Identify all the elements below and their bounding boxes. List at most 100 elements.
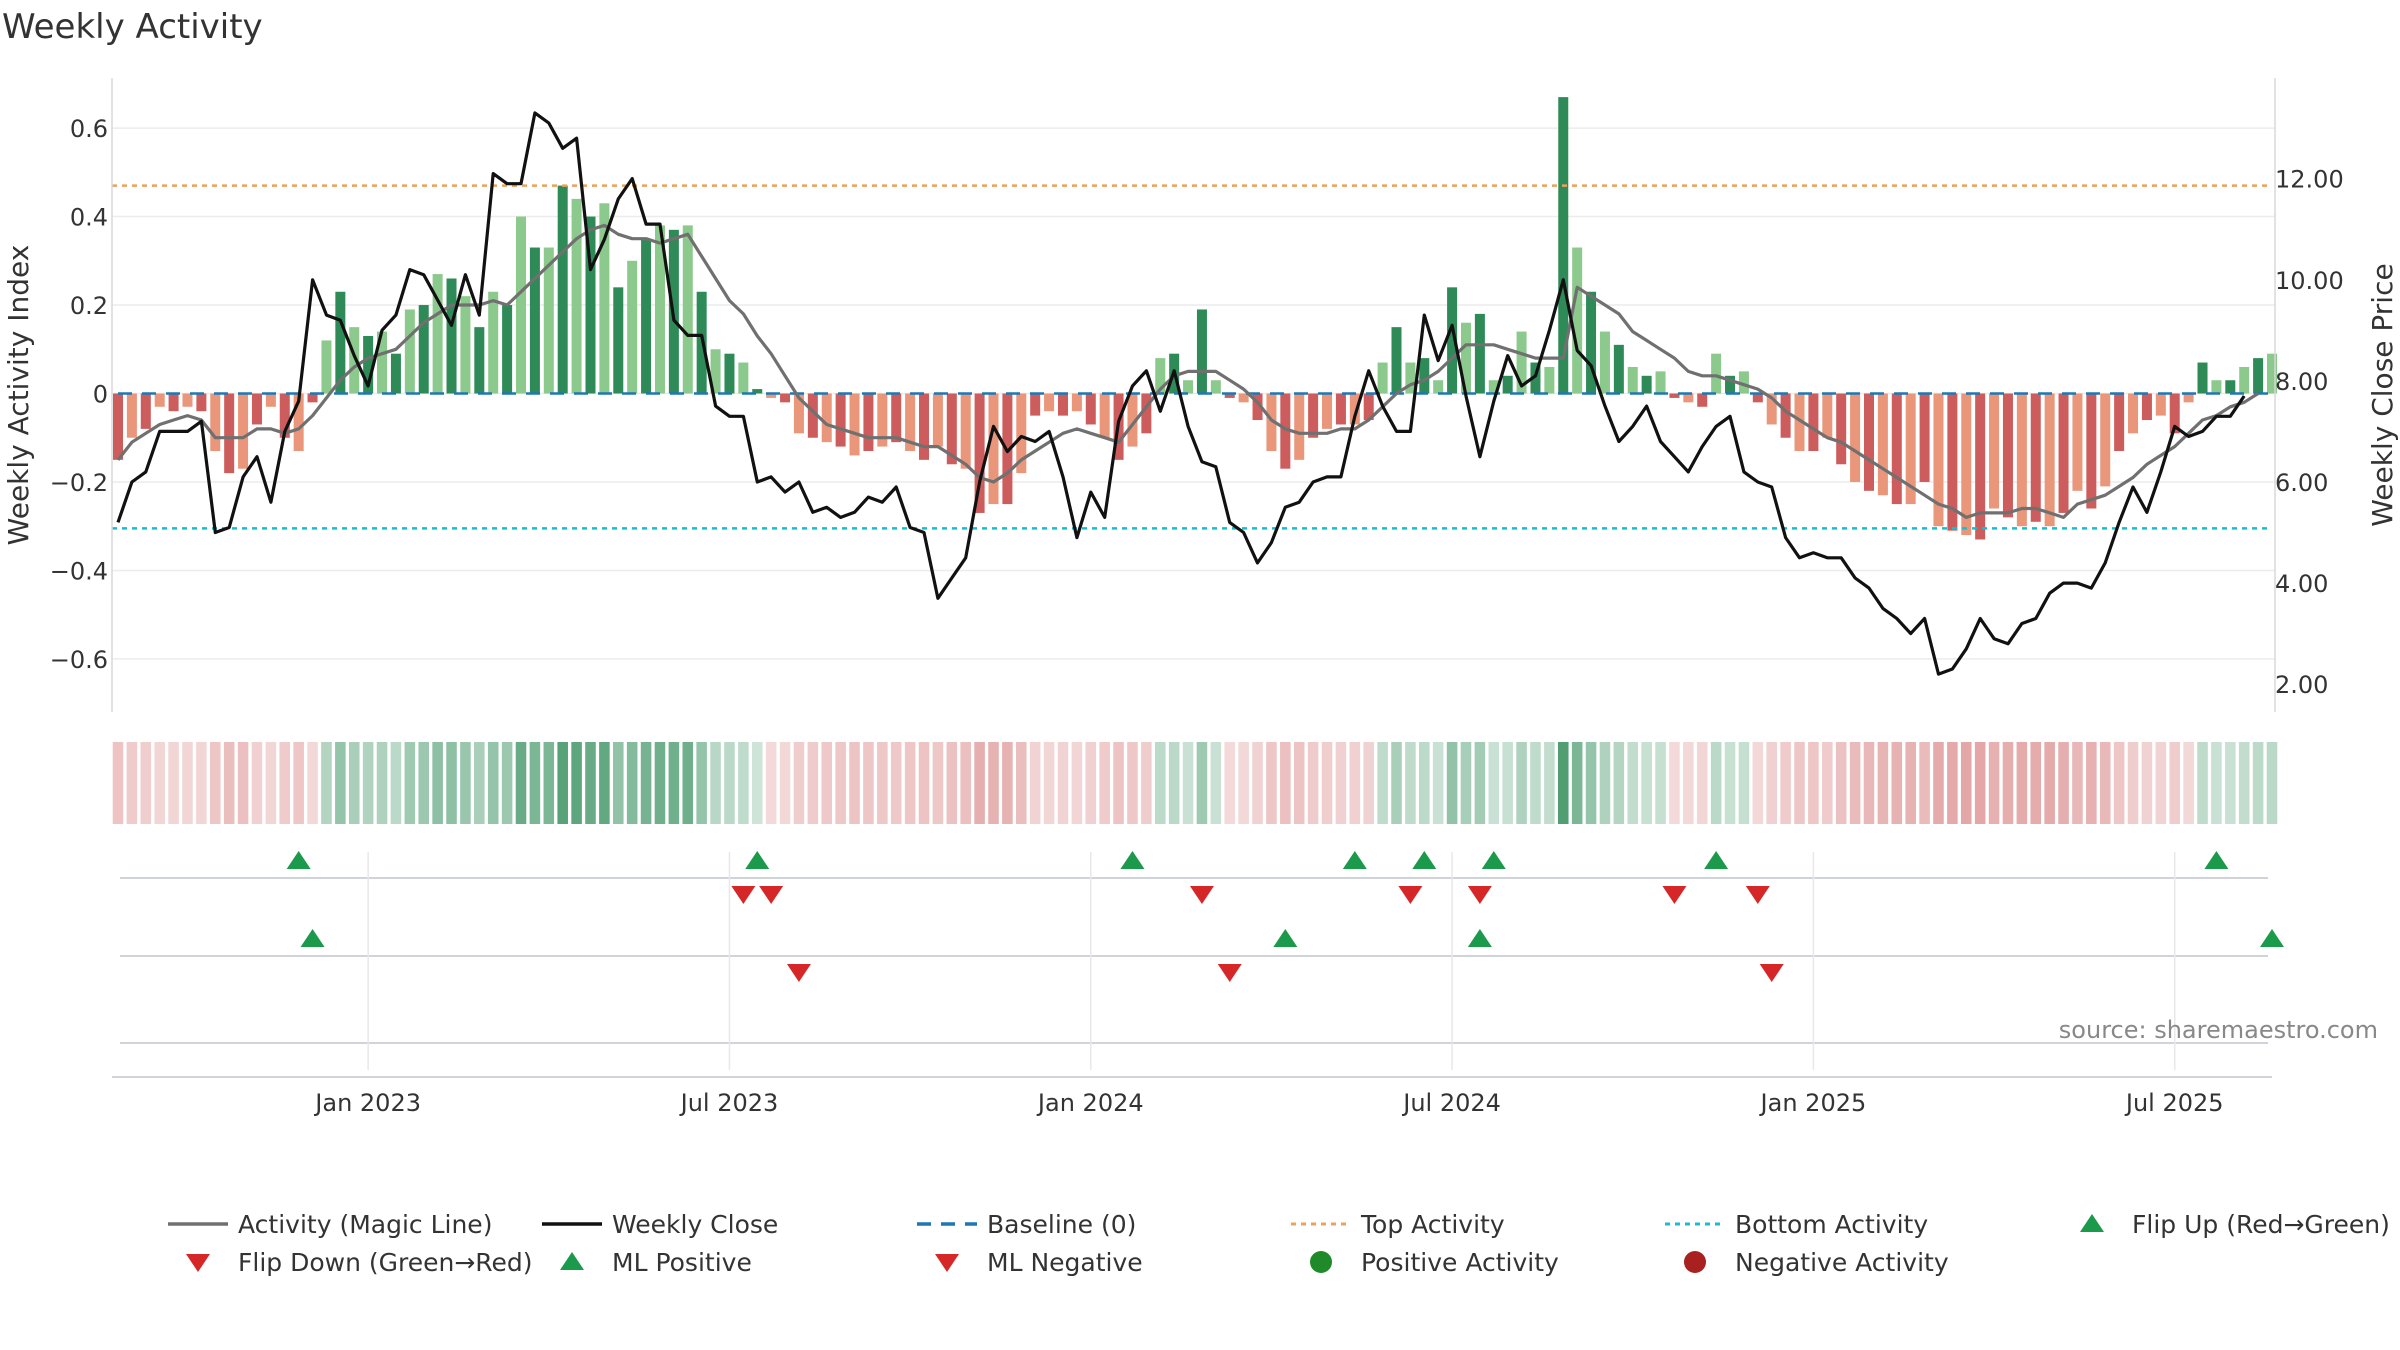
heat-cell [112,742,124,824]
heat-cell [2044,742,2055,824]
y-axis-label: Weekly Activity Index [2,245,35,546]
activity-bar [251,393,262,425]
activity-bar [1836,393,1847,465]
heat-cell [2099,742,2111,824]
legend-item: ML Positive [560,1248,752,1277]
heat-cell [2141,742,2153,824]
activity-bar [1127,393,1138,447]
activity-bar [293,393,304,452]
heat-cell [1557,742,1569,824]
ml-negative-marker [786,964,811,982]
flip-down-marker [731,886,756,904]
legend-label: Flip Down (Green→Red) [238,1248,533,1277]
activity-bar [557,185,568,394]
flip-down-marker [1745,886,1770,904]
heat-cell [1822,742,1833,824]
activity-bar [641,238,652,394]
activity-bar [724,353,735,394]
activity-bar [1447,287,1458,394]
activity-bar [2197,362,2208,394]
heat-cell [376,742,388,824]
heat-cell [640,742,652,824]
heat-cell [1377,742,1388,824]
activity-bar [1766,393,1777,425]
activity-bar [224,393,235,474]
activity-bar [126,393,137,438]
heat-cell [1071,742,1083,824]
activity-bar [460,296,471,394]
activity-bar [1655,371,1666,394]
activity-bar [1474,313,1485,394]
heat-cell [1808,742,1819,824]
activity-bar [1141,393,1152,434]
flip-down-marker [1398,886,1423,904]
flip-up-marker [1412,851,1437,869]
heat-cell [918,742,930,824]
activity-bar [112,393,124,460]
heat-cell [1502,742,1513,824]
activity-bar [877,393,888,447]
heat-cell [432,742,443,824]
legend: Activity (Magic Line) Weekly Close Baselin… [168,1210,2390,1277]
activity-bar [849,393,860,456]
heat-cell [668,742,680,824]
activity-bar [529,247,540,394]
heat-cell [682,742,694,824]
activity-bar [363,335,374,394]
activity-bar [2030,393,2041,522]
heat-cell [654,742,666,824]
heat-cell [182,742,193,824]
flip-up-marker [1342,851,1367,869]
activity-bar [1780,393,1791,438]
heat-cell [2266,742,2278,824]
y-tick-label: −0.6 [50,646,108,674]
activity-bar [377,331,388,394]
heat-cell [1335,742,1347,824]
heat-cell [626,742,638,824]
y2-tick-label: 4.00 [2275,570,2328,598]
flip-up-marker [1704,851,1729,869]
heat-cell [1516,742,1527,824]
source-credit: source: sharemaestro.com [2059,1016,2378,1044]
activity-bar [738,362,749,394]
heat-cell [209,742,221,824]
activity-bar [154,393,165,407]
activity-bar [2183,393,2194,403]
heat-cell [474,742,485,824]
y-tick-label: 0.6 [70,115,108,143]
activity-bar [1975,393,1986,540]
activity-bar [390,353,401,394]
heat-cell [1696,742,1708,824]
heat-cell [613,742,624,824]
legend-label: Bottom Activity [1735,1210,1928,1239]
heat-cell [460,742,471,824]
activity-bar [1280,393,1291,469]
heat-cell [1474,742,1486,824]
heat-cell [2155,742,2167,824]
heat-cell [849,742,860,824]
activity-bar [1905,393,1916,505]
x-tick-label: Jul 2023 [679,1089,779,1117]
heat-cell [404,742,416,824]
activity-bar [1335,393,1346,425]
heat-cell [1099,742,1110,824]
heat-cell [1599,742,1611,824]
y-tick-label: 0.4 [70,204,108,232]
heat-cell [1196,742,1208,824]
activity-bar [974,393,985,513]
legend-item: Top Activity [1291,1210,1505,1239]
activity-bar [1252,393,1263,421]
heat-cell [1933,742,1944,824]
heat-cell [585,742,596,824]
heat-cell [1710,742,1722,824]
heat-cell [2225,742,2236,824]
activity-bar [1683,393,1694,403]
flip-up-marker [745,851,770,869]
heat-cell [1127,742,1138,824]
activity-bar [2239,366,2250,394]
activity-bar [891,393,902,443]
heat-cell [362,742,374,824]
heat-cell [1293,742,1305,824]
activity-bar [1196,309,1207,394]
heat-cell [1182,742,1194,824]
